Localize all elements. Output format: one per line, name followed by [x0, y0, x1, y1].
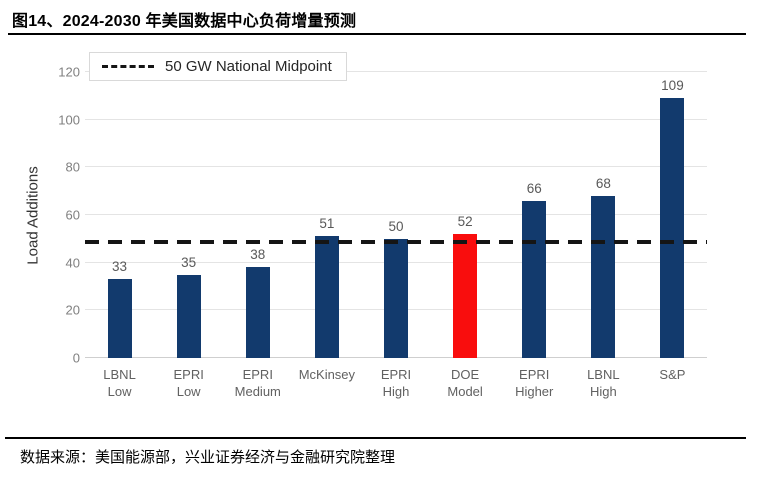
gridline-100: [85, 118, 707, 120]
y-tick-0: 0: [72, 350, 80, 366]
bar-mckinsey: [314, 236, 339, 358]
x-tick-s-p: S&P: [659, 367, 686, 382]
y-tick-80: 80: [65, 159, 80, 175]
bar-s-p: [660, 98, 685, 358]
y-tick-100: 100: [58, 112, 80, 128]
footer-divider: [5, 437, 746, 439]
bar-doe-model: [453, 234, 478, 358]
y-tick-40: 40: [65, 255, 80, 271]
gridline-120: [85, 71, 707, 72]
value-label-52: 52: [457, 214, 473, 230]
value-label-68: 68: [595, 175, 611, 191]
gridline-80: [85, 166, 707, 168]
gridline-60: [85, 214, 707, 215]
bar-lbnl-low: [107, 279, 132, 358]
y-tick-20: 20: [65, 302, 80, 318]
value-label-51: 51: [319, 216, 335, 232]
y-tick-120: 120: [58, 64, 80, 80]
bar-epri-medium: [245, 267, 270, 358]
x-tick-epri-medium: EPRI Medium: [234, 367, 281, 399]
y-axis-ticks: 0 20 40 60 80 100 120: [38, 65, 80, 366]
x-tick-mckinsey: McKinsey: [298, 367, 356, 382]
value-label-33: 33: [112, 259, 128, 275]
x-tick-lbnl-low: LBNL Low: [103, 367, 136, 399]
bar-lbnl-high: [591, 195, 616, 358]
data-source-note: 数据来源：美国能源部，兴业证券经济与金融研究院整理: [20, 449, 396, 466]
x-tick-lbnl-high: LBNL High: [587, 367, 620, 399]
value-label-35: 35: [181, 254, 197, 270]
title-divider: [8, 33, 746, 35]
bar-epri-low: [176, 274, 201, 358]
x-tick-epri-higher: EPRI Higher: [515, 367, 554, 399]
value-label-50: 50: [388, 218, 404, 234]
bar-chart-plot-area: 33 35 38 51 50 52 66 68 109: [85, 71, 707, 358]
x-axis-labels: LBNL Low EPRI Low EPRI Medium McKinsey EPRI High…: [85, 366, 707, 406]
value-label-109: 109: [661, 78, 684, 94]
value-label-66: 66: [526, 180, 542, 196]
bar-epri-higher: [522, 200, 547, 358]
x-tick-epri-low: EPRI Low: [173, 367, 204, 399]
x-tick-doe-model: DOE Model: [447, 367, 483, 399]
figure-title: 图14、2024-2030 年美国数据中心负荷增量预测: [12, 13, 357, 30]
legend: 50 GW National Midpoint: [89, 52, 347, 81]
legend-label: 50 GW National Midpoint: [165, 58, 332, 75]
value-label-38: 38: [250, 247, 266, 263]
dashed-line-icon: [102, 65, 154, 68]
national-midpoint-reference-line: [85, 239, 707, 244]
x-tick-epri-high: EPRI High: [380, 367, 412, 399]
y-tick-60: 60: [65, 207, 80, 223]
bar-epri-high: [384, 238, 408, 358]
